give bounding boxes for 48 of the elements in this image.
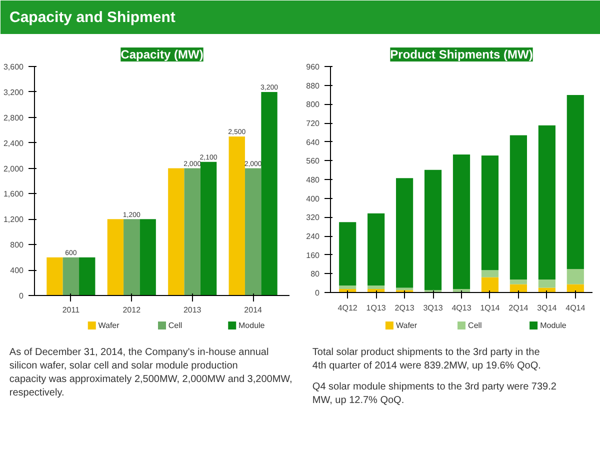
y-tick-label: 2,000 xyxy=(3,164,24,174)
legend-label: Module xyxy=(540,321,567,330)
y-tick-label: 960 xyxy=(306,62,320,72)
x-tick-label: 3Q13 xyxy=(423,304,444,312)
x-tick-label: 1Q14 xyxy=(480,304,500,312)
legend-label: Cell xyxy=(168,321,182,330)
y-tick-label: 480 xyxy=(306,176,320,184)
x-tick-label: 4Q13 xyxy=(452,304,472,312)
y-tick-label: 0 xyxy=(19,292,24,300)
x-tick-label: 2014 xyxy=(244,306,263,314)
x-tick-label: 2011 xyxy=(62,306,80,314)
y-tick-label: 1,200 xyxy=(3,215,24,224)
y-tick-label: 400 xyxy=(10,266,24,276)
y-tick-label: 640 xyxy=(306,138,320,147)
y-tick-label: 1,600 xyxy=(3,190,24,199)
x-tick-label: 4Q14 xyxy=(566,304,586,312)
y-tick-label: 560 xyxy=(306,156,320,166)
y-tick-label: 800 xyxy=(306,100,320,110)
y-tick-label: 400 xyxy=(306,194,320,204)
text: As of December 31, 2014, the Company's in-house annual silicon wafer, solar cell and solar module production capacity was approximately 2,500MW, 2,000MW and 3,200MW, respectively. xyxy=(9,346,292,399)
x-tick-label: 2013 xyxy=(183,306,202,314)
y-tick-label: 720 xyxy=(306,119,320,128)
text: Q4 solar module shipments to the 3rd party were 739.2 MW, up 12.7% QoQ. xyxy=(312,381,557,406)
legend-label: Module xyxy=(238,321,266,330)
text: Capacity and Shipment xyxy=(10,9,176,26)
x-tick-label: 2Q14 xyxy=(508,304,529,312)
x-tick-label: 2012 xyxy=(122,306,142,314)
text: Total solar product shipments to the 3rd party in the 4th quarter of 2014 were 839.2MW, up 19.6% QoQ. xyxy=(312,346,541,372)
y-tick-label: 80 xyxy=(310,270,320,279)
legend-label: Cell xyxy=(468,321,482,330)
y-tick-label: 0 xyxy=(315,288,320,298)
x-tick-label: 3Q14 xyxy=(537,304,558,312)
y-tick-label: 800 xyxy=(10,240,24,250)
x-tick-label: 2Q13 xyxy=(394,304,415,312)
chart-title: Product Shipments (MW) xyxy=(390,48,533,62)
legend-label: Wafer xyxy=(98,321,120,330)
y-tick-label: 2,400 xyxy=(3,138,24,148)
x-tick-label: 1Q13 xyxy=(366,304,386,312)
legend-label: Wafer xyxy=(396,321,418,330)
y-tick-label: 880 xyxy=(306,81,320,90)
y-tick-label: 240 xyxy=(306,232,320,241)
y-tick-label: 3,600 xyxy=(3,62,24,72)
chart-title: Capacity (MW) xyxy=(120,48,204,62)
y-tick-label: 320 xyxy=(306,213,320,222)
x-tick-label: 4Q12 xyxy=(338,304,358,312)
y-tick-label: 160 xyxy=(306,250,320,260)
y-tick-label: 2,800 xyxy=(3,113,24,122)
y-tick-label: 3,200 xyxy=(3,88,24,97)
